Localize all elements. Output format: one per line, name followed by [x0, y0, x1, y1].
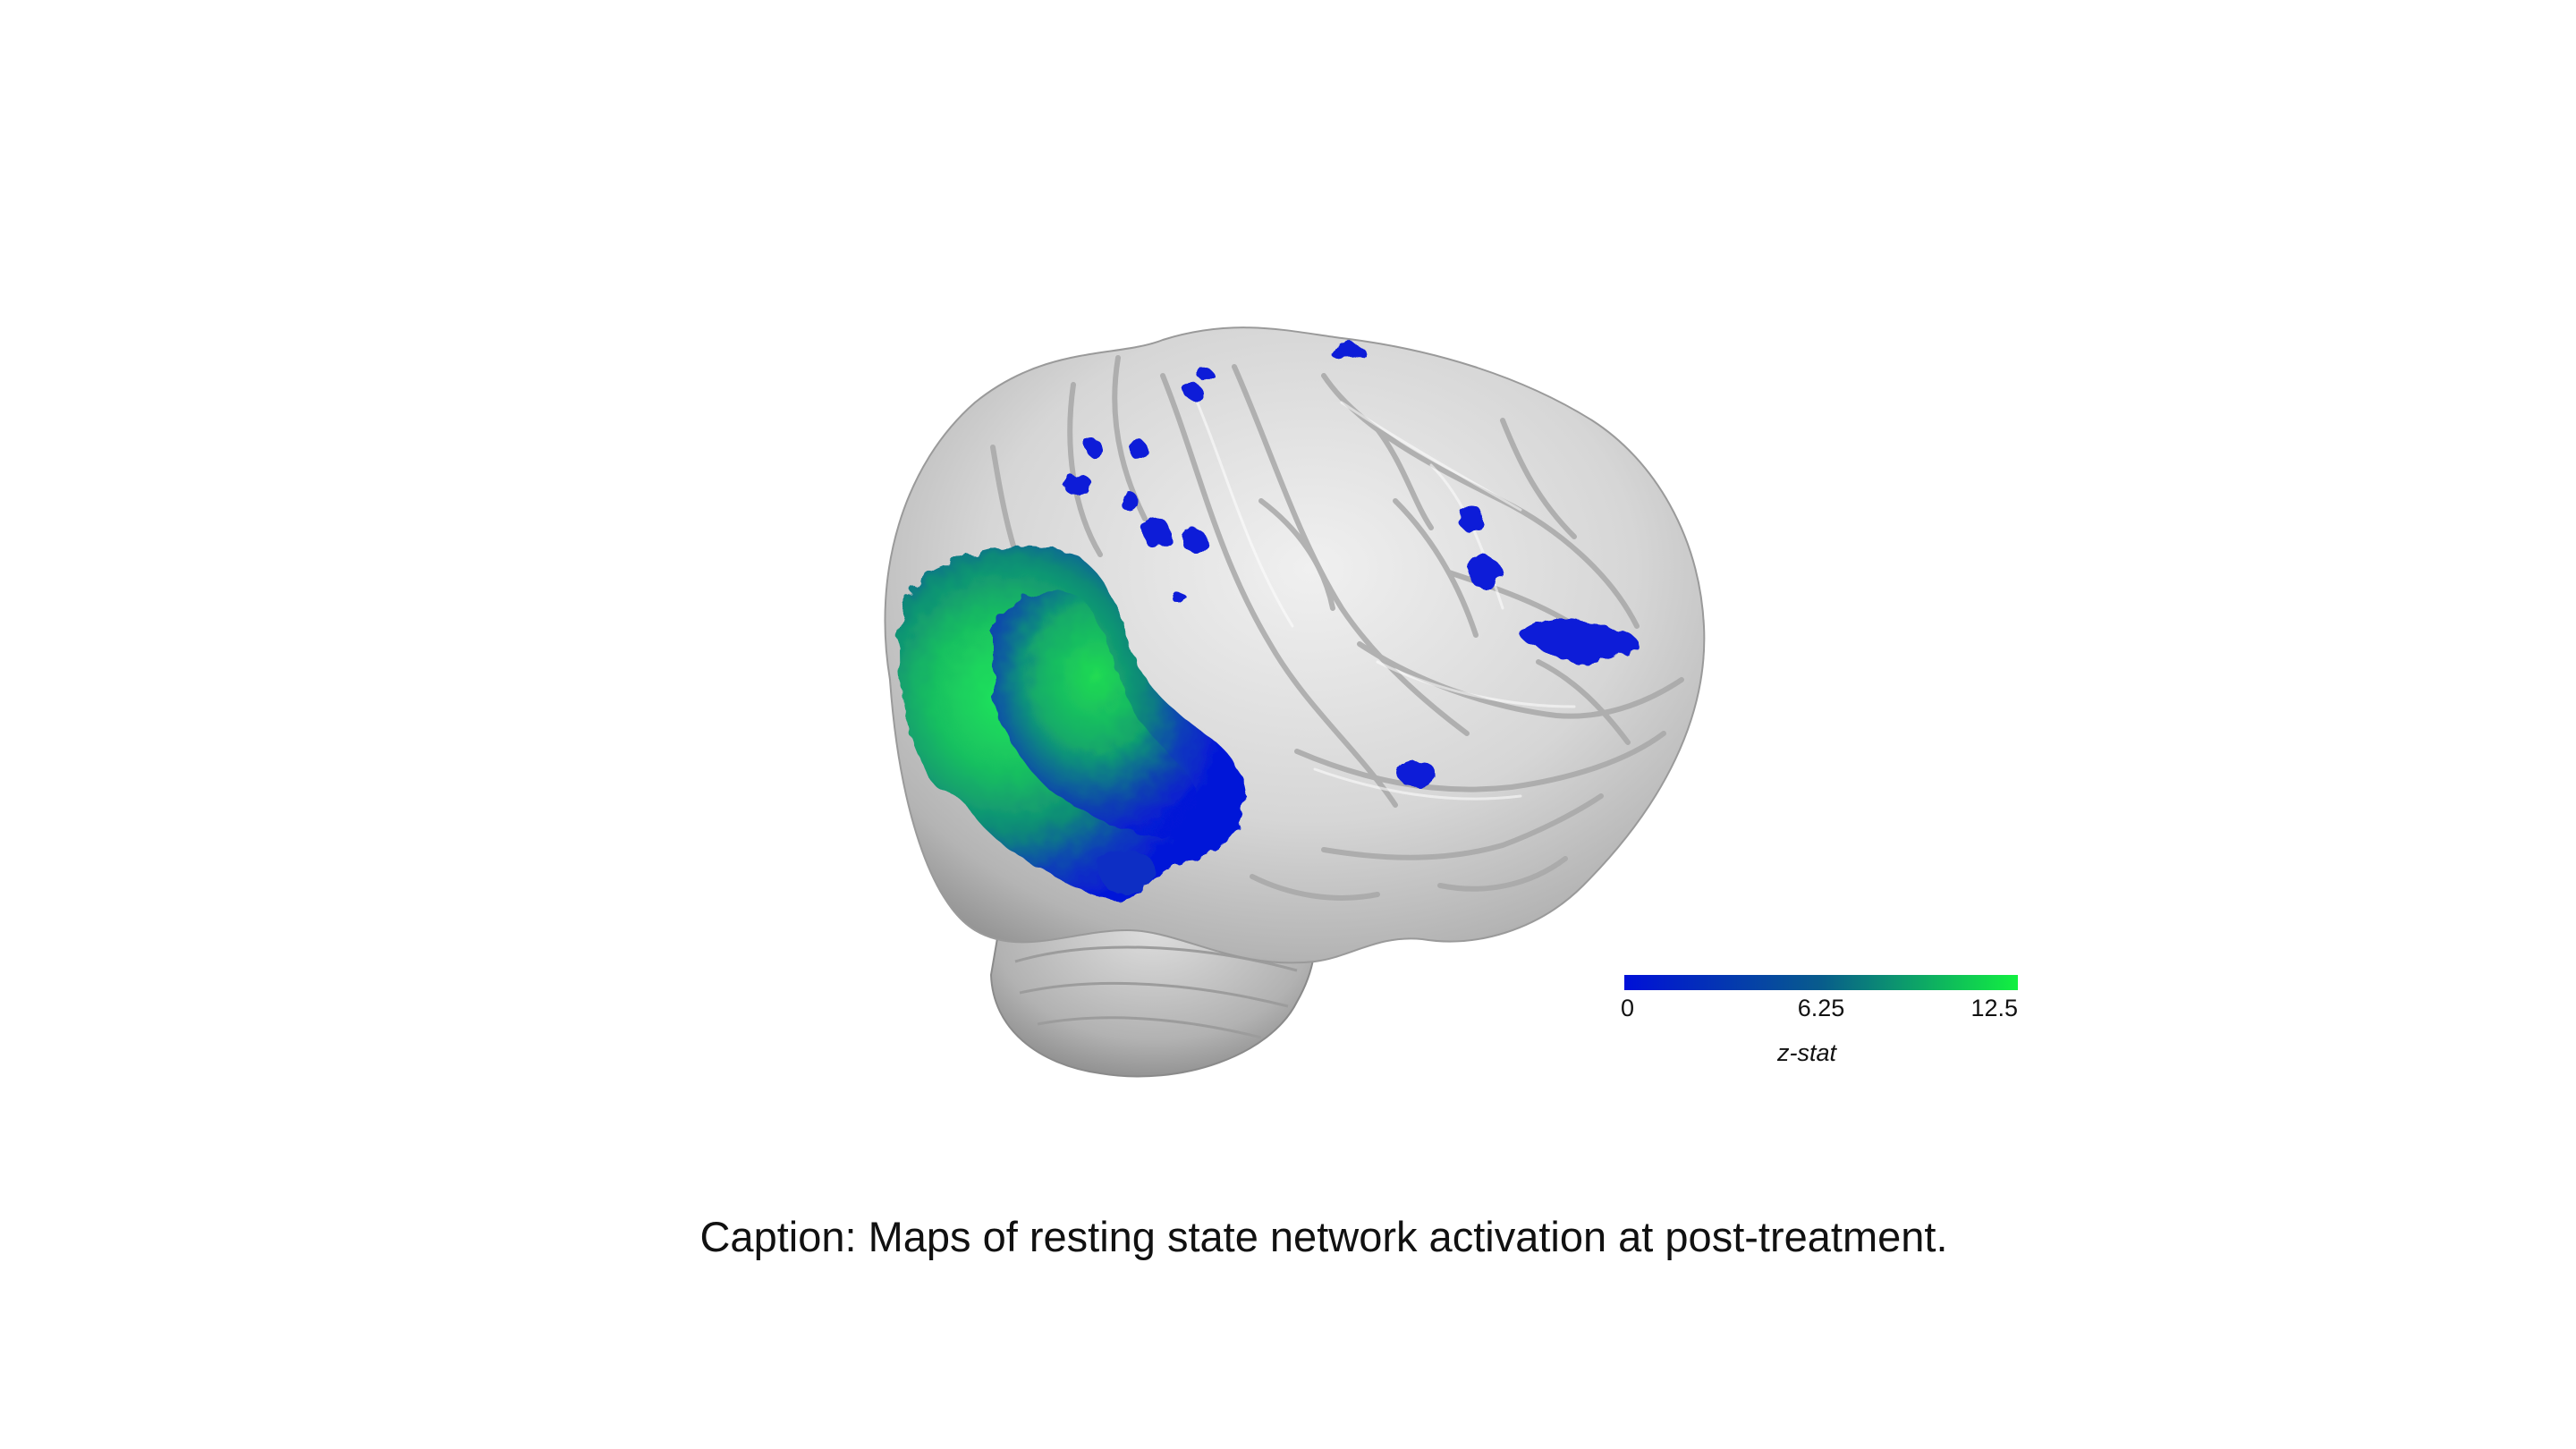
colorbar-gradient — [1624, 975, 2018, 990]
activation-cluster-main — [898, 545, 1245, 901]
activation-spots — [1063, 343, 1640, 786]
colorbar-min-label: 0 — [1621, 995, 1635, 1021]
colorbar-mid-label: 6.25 — [1797, 995, 1845, 1021]
colorbar-legend: 0 6.25 12.5 z-stat — [1621, 975, 2032, 1082]
colorbar-title: z-stat — [1776, 1039, 1837, 1066]
figure-caption: Caption: Maps of resting state network a… — [699, 1213, 1948, 1260]
colorbar-max-label: 12.5 — [1970, 995, 2018, 1021]
